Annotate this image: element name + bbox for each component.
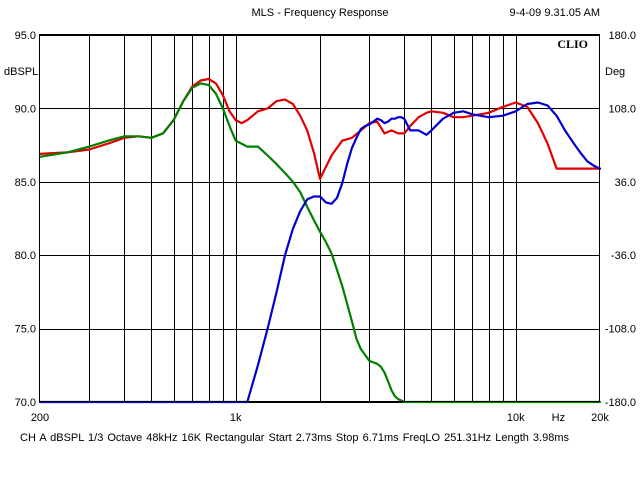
series-line-green xyxy=(38,82,602,404)
series-group xyxy=(38,77,602,404)
series-line-blue xyxy=(38,101,602,404)
brand-logo: CLIO xyxy=(557,37,588,51)
right-axis-unit: Deg xyxy=(605,66,626,78)
x-tick-label: 200 xyxy=(31,412,49,424)
y2-tick-label: 180.0 xyxy=(608,30,636,42)
timestamp: 9-4-09 9.31.05 AM xyxy=(509,7,600,19)
y2-tick-label: -108.0 xyxy=(605,324,636,336)
y-tick-label: 75.0 xyxy=(15,324,36,336)
y-tick-labels: 70.0 75.0 80.0 85.0 90.0 95.0 xyxy=(15,30,36,409)
y-tick-label: 80.0 xyxy=(15,250,36,262)
y2-tick-labels: -180.0 -108.0 -36.0 36.0 108.0 180.0 xyxy=(605,30,636,409)
y-tick-label: 95.0 xyxy=(15,30,36,42)
y2-tick-label: -36.0 xyxy=(611,250,636,262)
y-tick-label: 90.0 xyxy=(15,103,36,115)
x-tick-label: 1k xyxy=(230,412,242,424)
x-tick-label: 10k xyxy=(507,412,525,424)
chart-title: MLS - Frequency Response xyxy=(251,7,389,19)
x-tick-label: 20k xyxy=(591,412,609,424)
plot-frame xyxy=(39,34,600,402)
y2-tick-label: 108.0 xyxy=(608,103,636,115)
x-tick-label: Hz xyxy=(552,412,565,424)
x-tick-labels: 200 1k 10k Hz 20k xyxy=(31,412,610,424)
y-tick-label: 70.0 xyxy=(15,397,36,409)
y-tick-label: 85.0 xyxy=(15,177,36,189)
measurement-settings: CH A dBSPL 1/3 Octave 48kHz 16K Rectangu… xyxy=(20,432,569,444)
grid xyxy=(40,35,600,403)
y2-tick-label: -180.0 xyxy=(605,397,636,409)
left-axis-unit: dBSPL xyxy=(4,66,39,78)
y2-tick-label: 36.0 xyxy=(615,177,636,189)
